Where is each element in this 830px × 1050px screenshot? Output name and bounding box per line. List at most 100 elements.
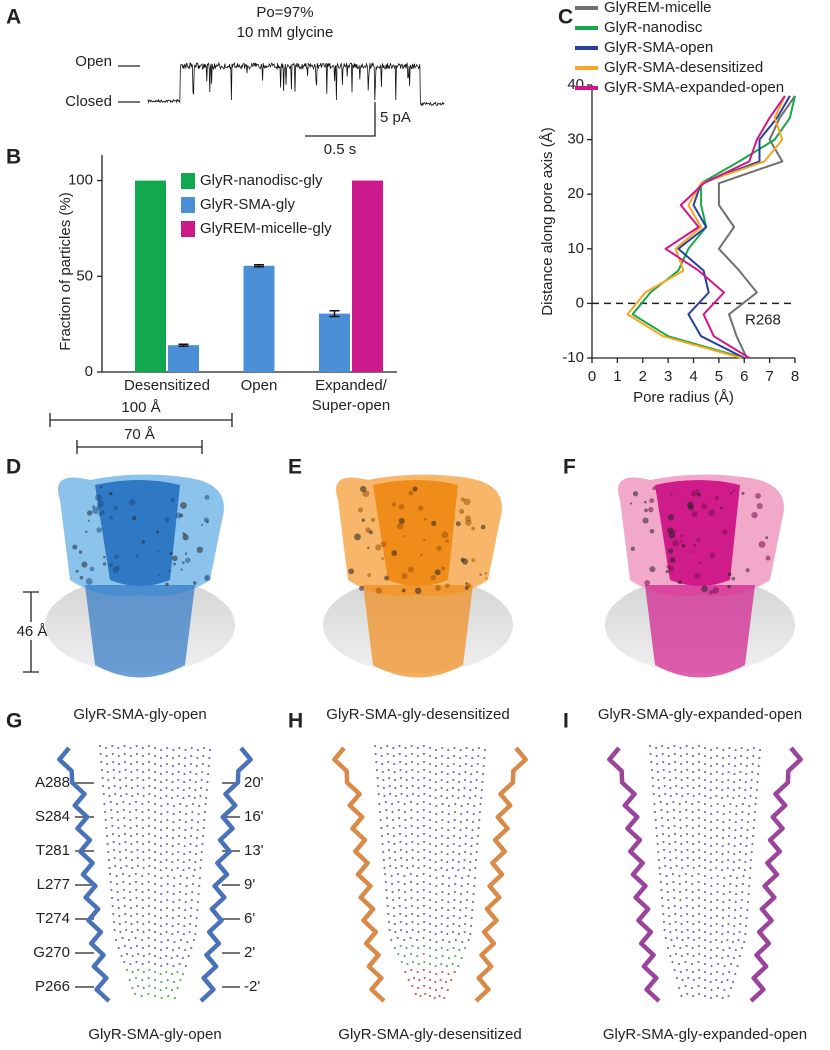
pore-dot: [710, 964, 713, 968]
pore-dot: [655, 754, 658, 758]
pore-dot: [743, 868, 746, 872]
pore-dot: [105, 834, 109, 838]
pore-dot: [208, 756, 211, 760]
pore-dot: [428, 986, 432, 990]
pore-dot: [147, 872, 150, 876]
pore-dot: [414, 992, 417, 996]
pore-dot: [697, 904, 701, 908]
pore-dot: [428, 858, 432, 862]
pore-dot: [751, 770, 754, 774]
pore-dot: [428, 954, 432, 958]
map-texture: [756, 502, 763, 510]
pore-dot: [670, 938, 673, 942]
pore-dot: [123, 816, 126, 820]
pore-dot: [135, 896, 138, 900]
pore-dot: [698, 776, 701, 780]
pore-dot: [750, 850, 753, 854]
pore-dot: [129, 754, 132, 758]
pore-dot: [447, 900, 450, 904]
pore-dot: [423, 792, 426, 796]
pore-dot: [692, 930, 695, 934]
pore-dot: [389, 792, 392, 796]
pore-dot: [444, 980, 448, 984]
pore-dot: [685, 744, 688, 748]
pore-dot: [743, 796, 746, 800]
pore-dot: [422, 800, 425, 804]
pore-dot: [658, 866, 661, 870]
pore-dot: [197, 892, 200, 896]
pore-dot: [710, 748, 713, 752]
pore-dot: [653, 810, 657, 814]
pore-dot: [374, 752, 377, 756]
pore-dot: [457, 964, 460, 968]
pore-dot: [744, 780, 747, 784]
pore-dot: [130, 914, 133, 918]
pore-dot: [681, 866, 684, 870]
pore-dot: [118, 914, 121, 918]
pore-dot: [739, 922, 742, 926]
pore-dot: [746, 756, 749, 760]
pore-dot: [464, 914, 467, 918]
position-label: 9': [244, 876, 255, 893]
pore-dot: [716, 810, 719, 814]
map-texture: [98, 512, 103, 516]
pore-profile: [626, 95, 786, 359]
pore-dot: [738, 786, 741, 790]
pore-dot: [170, 972, 173, 976]
pore-dot: [721, 844, 724, 848]
pore-dot: [148, 784, 151, 788]
pore-dot: [142, 986, 145, 990]
pore-dot: [410, 888, 413, 892]
pore-dot: [393, 842, 396, 846]
pore-dot: [748, 804, 751, 808]
pore-dot: [160, 964, 163, 968]
pore-dot: [165, 762, 169, 766]
pore-dot: [703, 986, 707, 990]
pore-dot: [191, 890, 194, 894]
pore-dot: [422, 824, 426, 828]
map-texture: [630, 546, 635, 552]
pore-dot: [465, 906, 468, 910]
pore-dot: [159, 788, 162, 792]
map-texture: [714, 496, 719, 501]
pore-dot: [752, 826, 755, 830]
pore-dot: [729, 802, 732, 806]
pore-dot: [171, 772, 174, 776]
pore-dot: [446, 764, 450, 768]
pore-dot: [698, 952, 701, 956]
map-texture: [642, 517, 649, 524]
pore-dot: [685, 760, 689, 764]
map-texture: [434, 569, 441, 576]
pore-dot: [655, 834, 659, 838]
pore-dot: [416, 834, 420, 838]
map-texture: [367, 573, 372, 578]
pore-dot: [194, 924, 198, 928]
pore-dot: [411, 840, 414, 844]
pore-dot: [452, 914, 455, 918]
map-texture: [354, 533, 361, 541]
pore-dot: [715, 754, 719, 758]
x-tick-label: 7: [765, 368, 773, 385]
pore-dot: [102, 784, 105, 788]
pore-dot: [129, 890, 132, 894]
pore-dot: [715, 858, 718, 862]
pore-dot: [674, 776, 677, 780]
pore-dot: [751, 834, 755, 838]
pore-dot: [474, 866, 477, 870]
pore-dot: [435, 940, 438, 944]
pore-dot: [128, 802, 131, 806]
pore-dot: [106, 770, 109, 774]
pore-dot: [393, 850, 397, 854]
pore-dot: [441, 970, 444, 974]
pore-dot: [136, 912, 139, 916]
pore-dot: [147, 760, 151, 764]
pore-dot: [123, 832, 127, 836]
pore-dot: [134, 880, 138, 884]
pore-dot: [170, 868, 174, 872]
pore-dot: [417, 778, 420, 782]
map-texture: [200, 524, 203, 527]
pore-dot: [390, 874, 393, 878]
pore-dot: [739, 770, 742, 774]
pore-dot: [692, 866, 695, 870]
pore-dot: [386, 744, 389, 748]
